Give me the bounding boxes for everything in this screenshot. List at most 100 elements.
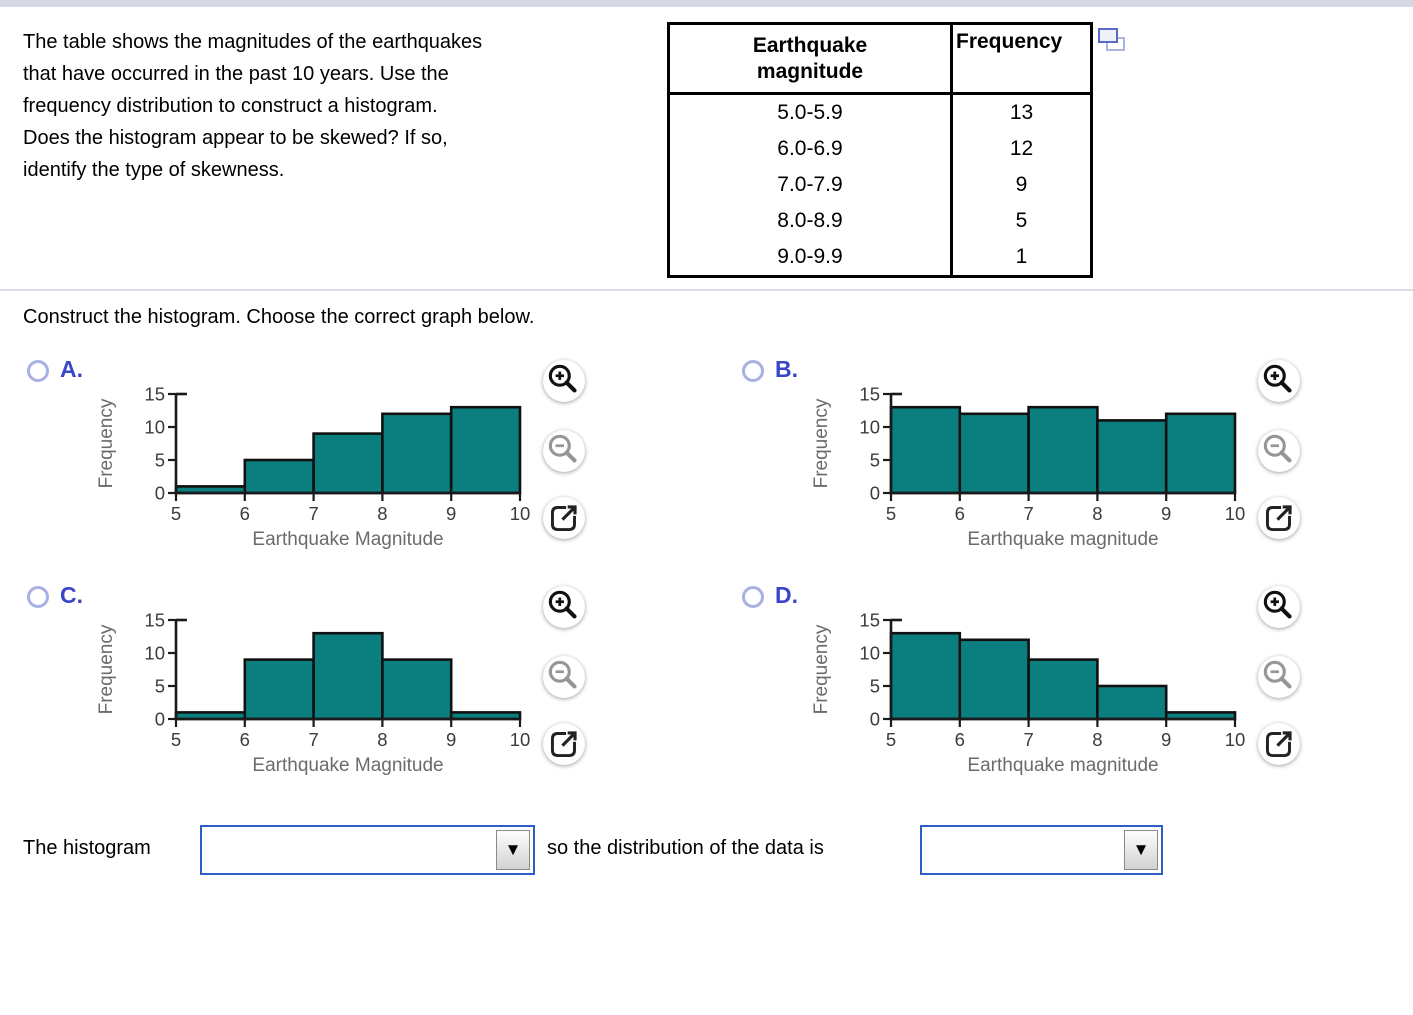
option-d: D. 0 5 10 15 5 6 7 8 9 10 Earthquake magnitude Freq… <box>738 581 1348 803</box>
svg-text:0: 0 <box>155 709 165 730</box>
option-a-open-graph-button[interactable] <box>543 497 585 539</box>
question-line: frequency distribution to construct a hi… <box>23 95 438 117</box>
svg-text:Earthquake Magnitude: Earthquake Magnitude <box>252 529 443 550</box>
svg-text:15: 15 <box>144 385 165 405</box>
svg-text:7: 7 <box>308 729 318 750</box>
svg-text:0: 0 <box>155 483 165 504</box>
svg-text:7: 7 <box>1023 503 1033 524</box>
option-a-zoom-out-button[interactable] <box>543 430 585 472</box>
zoom-in-icon <box>543 586 585 628</box>
svg-text:5: 5 <box>870 450 880 471</box>
copy-table-icon[interactable] <box>1098 28 1125 51</box>
option-b-zoom-out-button[interactable] <box>1258 430 1300 472</box>
svg-text:9: 9 <box>1161 503 1171 524</box>
external-link-icon <box>543 497 585 539</box>
svg-text:10: 10 <box>144 417 165 438</box>
option-c-open-graph-button[interactable] <box>543 723 585 765</box>
svg-text:Earthquake magnitude: Earthquake magnitude <box>967 755 1158 776</box>
frequency-table: Earthquake magnitude Frequency 5.0-5.9 1… <box>667 22 1093 278</box>
option-c-chart-tools <box>543 586 589 776</box>
option-b-chart-tools <box>1258 360 1304 550</box>
option-a-histogram: 0 5 10 15 5 6 7 8 9 10 Earthquake Magnitude Frequen… <box>95 384 541 557</box>
magnitude-column-header: Earthquake magnitude <box>670 25 953 95</box>
magnitude-cell: 7.0-7.9 <box>670 167 953 203</box>
magnitude-cell: 9.0-9.9 <box>670 239 953 275</box>
option-b-radio[interactable] <box>742 360 764 382</box>
option-a-chart-tools <box>543 360 589 550</box>
option-b-zoom-in-button[interactable] <box>1258 360 1300 402</box>
answer-connector-text: so the distribution of the data is <box>547 837 824 859</box>
section-prompt: Construct the histogram. Choose the corr… <box>23 306 535 328</box>
frequency-cell: 12 <box>1009 137 1034 160</box>
frequency-cell: 5 <box>1015 209 1028 232</box>
svg-text:10: 10 <box>859 417 880 438</box>
svg-text:10: 10 <box>144 643 165 664</box>
table-row: 9.0-9.9 1 <box>670 239 1090 275</box>
svg-text:6: 6 <box>240 503 250 524</box>
svg-text:5: 5 <box>155 450 165 471</box>
option-d-open-graph-button[interactable] <box>1258 723 1300 765</box>
magnitude-cell: 8.0-8.9 <box>670 203 953 239</box>
svg-text:5: 5 <box>155 676 165 697</box>
svg-text:6: 6 <box>955 729 965 750</box>
svg-text:Frequency: Frequency <box>96 624 117 714</box>
svg-text:Earthquake magnitude: Earthquake magnitude <box>967 529 1158 550</box>
table-row: 5.0-5.9 13 <box>670 95 1090 131</box>
zoom-in-icon <box>1258 586 1300 628</box>
option-d-histogram: 0 5 10 15 5 6 7 8 9 10 Earthquake magnitude Frequen… <box>810 610 1256 783</box>
svg-text:15: 15 <box>859 611 880 631</box>
svg-text:7: 7 <box>308 503 318 524</box>
frequency-cell: 13 <box>1009 101 1034 124</box>
option-b-histogram: 0 5 10 15 5 6 7 8 9 10 Earthquake magnitude Frequen… <box>810 384 1256 557</box>
option-d-zoom-in-button[interactable] <box>1258 586 1300 628</box>
svg-text:5: 5 <box>171 503 181 524</box>
svg-text:9: 9 <box>1161 729 1171 750</box>
zoom-out-icon <box>543 656 585 698</box>
question-line: identify the type of skewness. <box>23 159 285 181</box>
external-link-icon <box>1258 723 1300 765</box>
option-c-zoom-in-button[interactable] <box>543 586 585 628</box>
svg-text:10: 10 <box>859 643 880 664</box>
table-row: 6.0-6.9 12 <box>670 131 1090 167</box>
svg-text:15: 15 <box>859 385 880 405</box>
question-text: The table shows the magnitudes of the ea… <box>23 26 482 186</box>
option-b: B. 0 5 10 15 5 6 7 8 9 10 Earthquake magnitude Freq… <box>738 355 1348 577</box>
magnitude-cell: 6.0-6.9 <box>670 131 953 167</box>
distribution-type-dropdown[interactable]: ▼ <box>920 825 1163 875</box>
option-c-zoom-out-button[interactable] <box>543 656 585 698</box>
option-d-zoom-out-button[interactable] <box>1258 656 1300 698</box>
option-a-label: A. <box>60 356 83 382</box>
histogram-shape-dropdown[interactable]: ▼ <box>200 825 535 875</box>
svg-text:8: 8 <box>377 729 387 750</box>
option-a-radio[interactable] <box>27 360 49 382</box>
zoom-in-icon <box>543 360 585 402</box>
svg-text:6: 6 <box>955 503 965 524</box>
question-line: Does the histogram appear to be skewed? … <box>23 127 448 149</box>
option-b-label: B. <box>775 356 798 382</box>
svg-text:9: 9 <box>446 503 456 524</box>
option-b-open-graph-button[interactable] <box>1258 497 1300 539</box>
svg-text:Frequency: Frequency <box>96 398 117 488</box>
option-a: A. 0 5 10 15 5 6 7 8 9 10 Earthquake Magnitude Freq… <box>23 355 633 577</box>
frequency-column-header: Frequency <box>953 25 1090 95</box>
table-row: 8.0-8.9 5 <box>670 203 1090 239</box>
external-link-icon <box>543 723 585 765</box>
svg-text:5: 5 <box>886 503 896 524</box>
frequency-cell: 1 <box>1015 245 1028 268</box>
svg-text:0: 0 <box>870 709 880 730</box>
option-d-radio[interactable] <box>742 586 764 608</box>
svg-text:Frequency: Frequency <box>811 398 832 488</box>
svg-text:Frequency: Frequency <box>811 624 832 714</box>
zoom-out-icon <box>543 430 585 472</box>
frequency-cell: 9 <box>1015 173 1028 196</box>
svg-text:6: 6 <box>240 729 250 750</box>
option-c-radio[interactable] <box>27 586 49 608</box>
option-a-zoom-in-button[interactable] <box>543 360 585 402</box>
svg-text:5: 5 <box>171 729 181 750</box>
option-d-chart-tools <box>1258 586 1304 776</box>
svg-text:5: 5 <box>870 676 880 697</box>
magnitude-cell: 5.0-5.9 <box>670 95 953 131</box>
question-line: that have occurred in the past 10 years.… <box>23 63 449 85</box>
svg-text:10: 10 <box>510 729 531 750</box>
question-line: The table shows the magnitudes of the ea… <box>23 31 483 53</box>
